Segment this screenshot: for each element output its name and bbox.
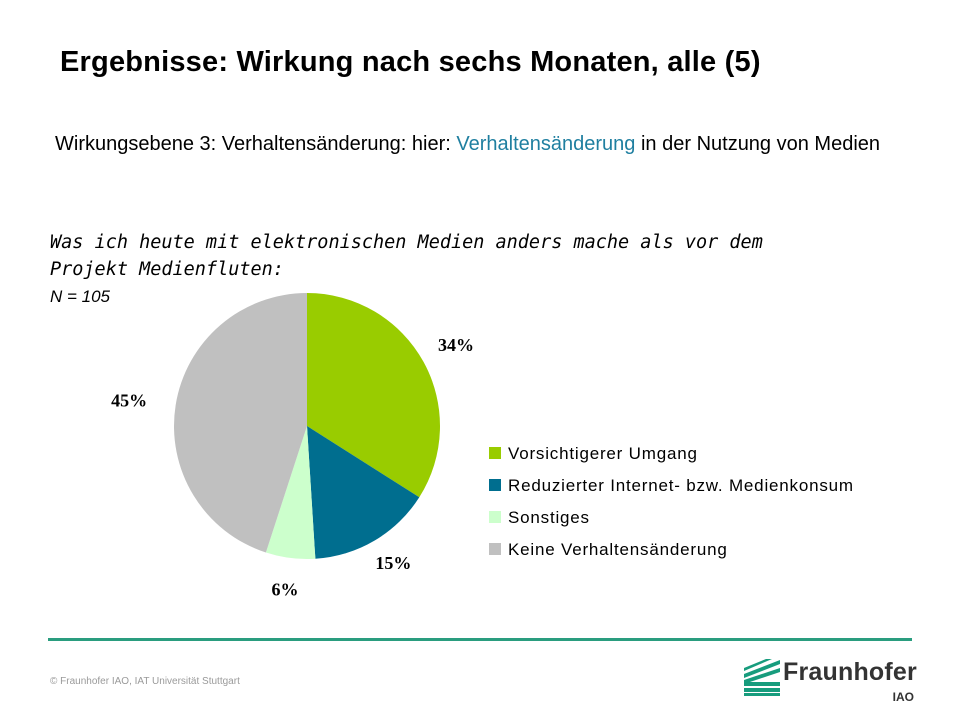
subtitle-text-start: Wirkungsebene 3: Verhaltensänderung: hie… (55, 133, 457, 155)
legend-label: Vorsichtigerer Umgang (508, 444, 698, 463)
copyright-notice: © Fraunhofer IAO, IAT Universität Stuttg… (50, 676, 240, 687)
legend-swatch (489, 447, 501, 459)
sample-size: N = 105 (50, 287, 111, 306)
logo-wordmark: Fraunhofer (783, 658, 917, 686)
slide-title: Ergebnisse: Wirkung nach sechs Monaten, … (60, 46, 761, 78)
subtitle: Wirkungsebene 3: Verhaltensänderung: hie… (55, 130, 925, 158)
legend-label: Keine Verhaltensänderung (508, 540, 728, 559)
logo-institute: IAO (892, 690, 914, 704)
pie-slice (307, 426, 420, 559)
fraunhofer-logo: Fraunhofer IAO (742, 656, 918, 710)
chart-legend: Vorsichtigerer Umgang Reduzierter Interne… (489, 444, 854, 559)
subtitle-text-end: in der Nutzung von Medien (635, 133, 881, 155)
pie-percent-label: 6% (271, 580, 298, 600)
legend-swatch (489, 511, 501, 523)
pie-slice (307, 293, 441, 498)
legend-swatch (489, 479, 501, 491)
legend-swatch (489, 543, 501, 555)
pie-percent-label: 45% (111, 390, 147, 410)
pie-percent-labels: 34% 15% 6% 45% (111, 335, 474, 600)
pie-slice (265, 426, 316, 559)
legend-label: Sonstiges (508, 508, 590, 527)
survey-question: Was ich heute mit elektronischen Medien … (50, 229, 763, 283)
subtitle-highlight: Verhaltensänderung (456, 133, 636, 155)
pie-slice (173, 293, 307, 553)
legend-label: Reduzierter Internet- bzw. Medienkonsum (508, 476, 854, 495)
pie-percent-label: 34% (438, 335, 474, 355)
survey-question-line-2: Projekt Medienfluten: (50, 259, 284, 280)
footer-rule (48, 638, 912, 641)
pie-slices (173, 293, 441, 559)
pie-percent-label: 15% (375, 553, 411, 573)
fraunhofer-logo-icon (742, 658, 782, 698)
survey-question-line-1: Was ich heute mit elektronischen Medien … (50, 232, 763, 253)
